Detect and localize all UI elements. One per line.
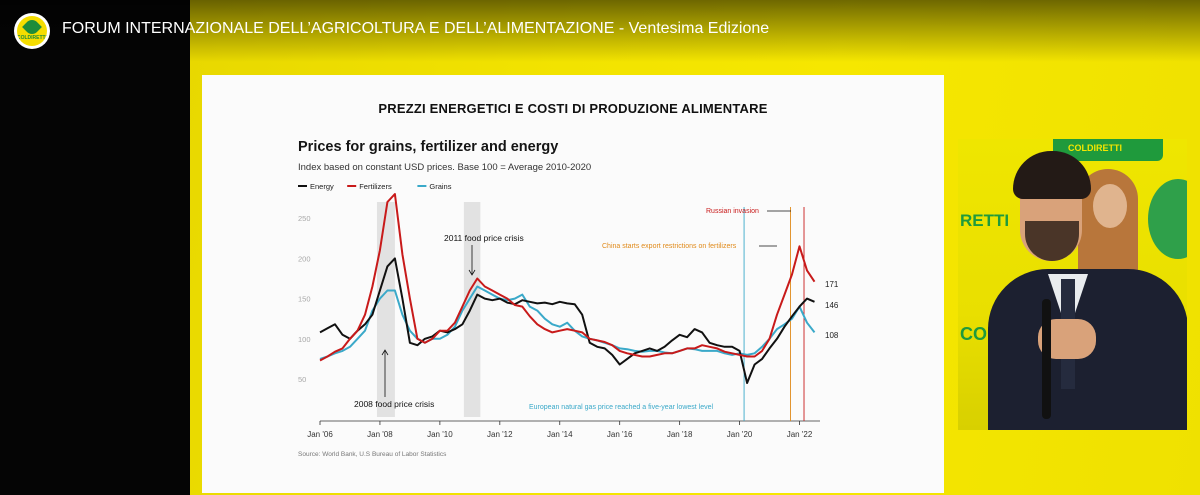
y-tick-label: 100 — [298, 335, 311, 344]
annotation-china-restrictions: China starts export restrictions on fert… — [602, 243, 737, 250]
annotation-russian-invasion: Russian invasion — [706, 208, 759, 215]
pip-logo-circle — [1148, 179, 1187, 259]
pip-banner — [1053, 139, 1163, 161]
series-line-grains — [319, 285, 816, 360]
x-tick-label: Jan '06 — [307, 430, 333, 439]
y-tick-label: 50 — [298, 375, 306, 384]
pip-banner-text: COLDIRETTI — [1068, 143, 1122, 153]
left-black-panel — [0, 0, 190, 495]
annotation-2008-crisis: 2008 food price crisis — [354, 399, 434, 409]
x-tick-label: Jan '10 — [427, 430, 453, 439]
series-line-fertilizers — [319, 193, 816, 362]
end-value-label: 171 — [825, 280, 839, 289]
annotation-2008-arrowhead — [381, 349, 389, 356]
x-tick-label: Jan '14 — [547, 430, 573, 439]
x-tick-label: Jan '20 — [727, 430, 753, 439]
source-note: Source: World Bank, U.S Bureau of Labor … — [298, 451, 447, 458]
chart-title: Prices for grains, fertilizer and energy — [298, 139, 559, 155]
chart-subtitle: Index based on constant USD prices. Base… — [298, 162, 592, 173]
slide-heading: PREZZI ENERGETICI E COSTI DI PRODUZIONE … — [378, 101, 768, 116]
end-value-label: 146 — [825, 301, 839, 310]
coldiretti-logo: COLDIRETTI — [14, 13, 50, 49]
crisis-shade-0 — [376, 202, 395, 417]
series-line-energy — [319, 257, 815, 384]
x-tick-label: Jan '12 — [487, 430, 513, 439]
background-person-face — [1093, 184, 1127, 228]
x-tick-label: Jan '08 — [367, 430, 393, 439]
y-tick-label: 150 — [298, 295, 311, 304]
presentation-slide: PREZZI ENERGETICI E COSTI DI PRODUZIONE … — [202, 75, 944, 493]
legend-label-fertilizers: Fertilizers — [359, 182, 392, 191]
x-tick-label: Jan '22 — [787, 430, 813, 439]
crisis-shade-1 — [463, 202, 481, 417]
speaker-video-inset: COLDIRETTI RETTI COLD — [958, 139, 1187, 430]
annotation-2011-crisis: 2011 food price crisis — [444, 233, 524, 243]
video-title-bar: COLDIRETTI FORUM INTERNAZIONALE DELL’AGR… — [0, 0, 1200, 62]
x-tick-label: Jan '16 — [607, 430, 633, 439]
pip-side-text: RETTI — [960, 211, 1010, 230]
y-tick-label: 250 — [298, 214, 311, 223]
line-chart: 50 100 150 200 250 Jan '06 Jan '08 Jan '10 Jan '… — [298, 182, 839, 458]
logo-text: COLDIRETTI — [17, 35, 47, 41]
video-title[interactable]: FORUM INTERNAZIONALE DELL’AGRICOLTURA E … — [62, 20, 770, 37]
legend-label-grains: Grains — [429, 182, 451, 191]
x-tick-label: Jan '18 — [667, 430, 693, 439]
annotation-gas-low: European natural gas price reached a fiv… — [529, 404, 713, 411]
annotation-2011-arrowhead — [468, 269, 476, 276]
end-value-label: 108 — [825, 331, 839, 340]
legend-label-energy: Energy — [310, 182, 334, 191]
microphone — [1042, 299, 1051, 419]
y-tick-label: 200 — [298, 254, 311, 263]
